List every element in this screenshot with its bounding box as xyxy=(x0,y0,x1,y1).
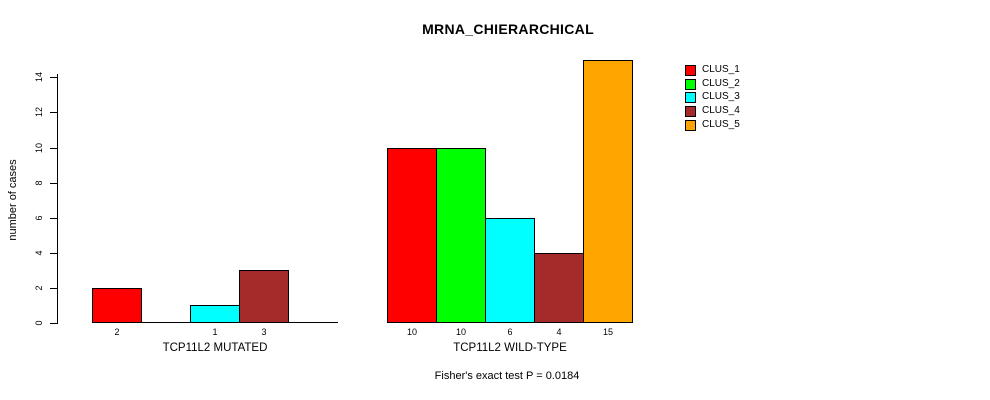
bar-value-label: 2 xyxy=(114,327,120,337)
y-tick-mark xyxy=(50,252,57,254)
bar-value-label: 10 xyxy=(455,327,467,337)
zero-bar-clus_2-group1 xyxy=(141,322,191,323)
bar-value-label: 3 xyxy=(261,327,267,337)
legend-label-clus_3: CLUS_3 xyxy=(702,91,740,103)
bar-clus_4-group2 xyxy=(534,252,584,323)
bar-clus_1-group1 xyxy=(92,287,142,323)
bar-value-label: 1 xyxy=(212,327,218,337)
legend-label-clus_4: CLUS_4 xyxy=(702,105,740,117)
chart-title: MRNA_CHIERARCHICAL xyxy=(422,21,594,37)
bar-value-label: 10 xyxy=(406,327,418,337)
legend-label-clus_1: CLUS_1 xyxy=(702,64,740,75)
legend-swatch-clus_1 xyxy=(685,65,696,76)
y-tick-mark xyxy=(50,287,57,289)
legend-swatch-clus_4 xyxy=(685,106,696,118)
bar-value-label: 15 xyxy=(602,327,614,337)
fisher-test-text: Fisher's exact test P = 0.0184 xyxy=(434,370,580,382)
group-label-1: TCP11L2 MUTATED xyxy=(162,342,268,354)
y-tick-mark xyxy=(50,77,57,79)
zero-bar-clus_5-group1 xyxy=(288,322,338,323)
legend-swatch-clus_2 xyxy=(685,78,696,90)
bar-value-label: 4 xyxy=(556,327,562,337)
y-axis-line xyxy=(57,74,58,324)
bar-clus_4-group1 xyxy=(239,270,289,323)
legend-swatch-clus_5 xyxy=(685,119,696,131)
y-tick-mark xyxy=(50,147,57,149)
legend-label-clus_5: CLUS_5 xyxy=(702,118,740,130)
legend-label-clus_2: CLUS_2 xyxy=(702,77,740,89)
y-tick-mark xyxy=(50,323,57,324)
bar-value-label: 6 xyxy=(507,327,513,337)
group-label-2: TCP11L2 WILD-TYPE xyxy=(453,342,567,354)
y-tick-mark xyxy=(50,182,57,184)
y-tick-mark xyxy=(50,112,57,114)
bar-clus_2-group2 xyxy=(436,147,486,323)
y-tick-mark xyxy=(50,217,57,219)
bar-clus_5-group2 xyxy=(583,59,633,323)
legend-swatch-clus_3 xyxy=(685,92,696,104)
